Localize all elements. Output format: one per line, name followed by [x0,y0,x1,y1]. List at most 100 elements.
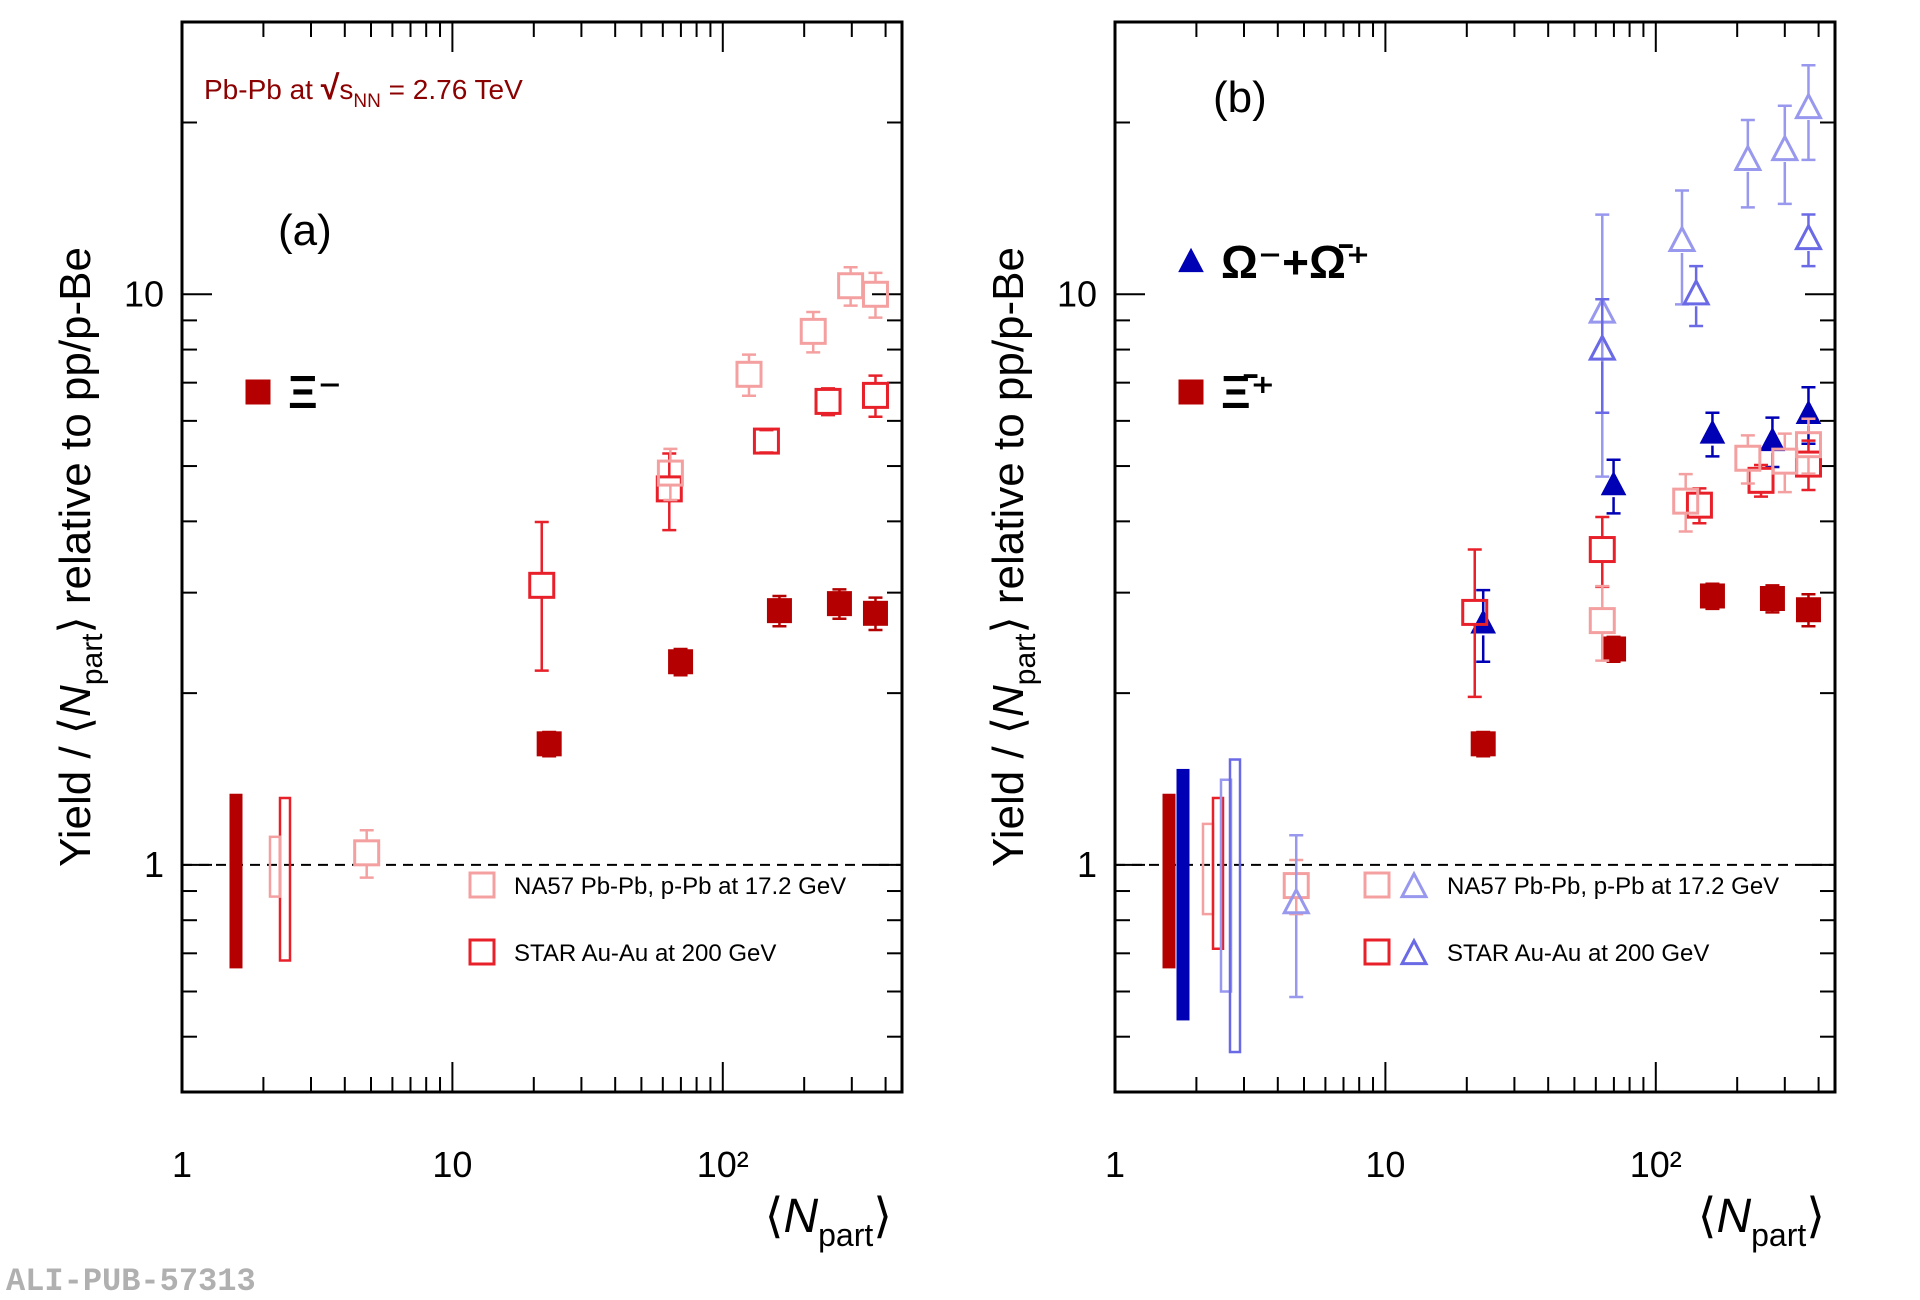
marker [1793,222,1823,251]
error-bar [868,596,883,632]
y-axis-title-part: N [984,685,1033,717]
error-bar [1801,417,1816,475]
legend-label: STAR Au-Au at 200 GeV [1447,940,1709,967]
error-bar [1765,584,1780,614]
annotation: Pb-Pb at √sNN = 2.76 TeV [204,69,523,112]
marker [1795,597,1821,623]
normalization-box [229,793,243,969]
error-bar [1801,439,1816,492]
marker [1759,426,1786,452]
marker [1747,466,1775,494]
error-bar [772,594,787,628]
legend-marker [1399,937,1429,966]
normalization-box [278,796,292,962]
error-bar [759,428,774,454]
y-axis-title-part: ⟩ relative to pp/p-Be [984,247,1033,633]
error-bar [534,520,549,672]
normalization-box [1211,796,1225,951]
marker [1734,444,1762,472]
y-tick-label: 10 [1057,273,1097,314]
error-bar [1595,298,1610,414]
marker [766,598,792,624]
marker [1667,224,1697,253]
error-bar [1595,515,1610,589]
legend-marker [1363,871,1391,899]
error-bar [1801,213,1816,268]
x-axis-title-part: N [1716,1190,1751,1243]
marker [1601,636,1627,662]
y-axis-title-part: Yield / ⟨ [51,717,100,867]
error-bar [1801,63,1816,162]
panel-label: (b) [1213,73,1267,122]
marker [1699,583,1725,609]
marker [1600,470,1627,496]
legend-marker [1178,247,1204,273]
legend-marker [1399,870,1429,899]
legend-marker [1363,938,1391,966]
legend-label: Ω⁻+Ω̄⁺ [1221,236,1370,288]
x-axis-title-part: ⟩ [1806,1190,1825,1243]
marker [668,649,694,675]
legend-label: NA57 Pb-Pb, p-Pb at 17.2 GeV [1447,873,1779,900]
y-axis-title-part: N [51,685,100,717]
legend-label: NA57 Pb-Pb, p-Pb at 17.2 GeV [514,873,846,900]
error-bar [1678,472,1693,533]
marker [353,839,381,867]
marker [1588,607,1616,635]
error-bar [1689,264,1704,328]
panel-label: (a) [278,206,332,255]
marker [837,272,865,300]
error-bar [1740,434,1755,485]
annotation-part: = 2.76 TeV [381,74,523,105]
marker [1470,609,1497,634]
error-bar [1801,386,1816,446]
error-bar [1692,487,1707,525]
y-axis-title-part: ⟩ relative to pp/p-Be [51,247,100,633]
error-bar [741,353,756,397]
marker [1793,91,1823,120]
error-bar [868,271,883,319]
x-axis-title: ⟨Npart⟩ [1698,1190,1825,1253]
legend-marker [468,938,496,966]
error-bar [843,266,858,307]
x-tick-label: 10 [432,1144,472,1185]
marker [1470,731,1496,757]
normalization-box [1228,758,1242,1054]
marker [1681,277,1711,306]
x-axis-title: ⟨Npart⟩ [765,1190,892,1253]
marker [752,427,780,455]
marker [862,600,888,626]
y-axis-title-part: Yield / ⟨ [984,717,1033,867]
marker [1771,447,1799,475]
error-bar [1675,189,1689,306]
error-bar [1740,118,1755,209]
normalization-box [1201,822,1215,916]
x-tick-label: 1 [1105,1144,1125,1185]
error-bar [1289,834,1304,999]
marker [1759,585,1785,611]
error-bar [1777,104,1792,206]
marker [1794,431,1822,459]
error-bar [868,374,883,419]
normalization-box [1176,768,1190,1021]
error-bar [1777,432,1792,494]
marker [1672,487,1700,515]
error-bar [662,452,677,532]
marker [1587,333,1617,361]
annotation-part: s [339,74,353,105]
marker [826,591,852,617]
marker [1733,143,1763,171]
normalization-box [1162,793,1176,969]
error-bar [359,829,374,879]
error-bar [1705,411,1720,458]
error-bar [806,310,821,354]
marker [1770,133,1800,162]
x-tick-label: 10² [697,1144,749,1185]
plot-frame [180,20,904,1094]
legend-marker [1178,379,1204,405]
y-tick-label: 1 [144,844,164,885]
marker [1588,536,1616,564]
annotation-part: Pb-Pb at [204,74,321,105]
marker [735,360,763,388]
